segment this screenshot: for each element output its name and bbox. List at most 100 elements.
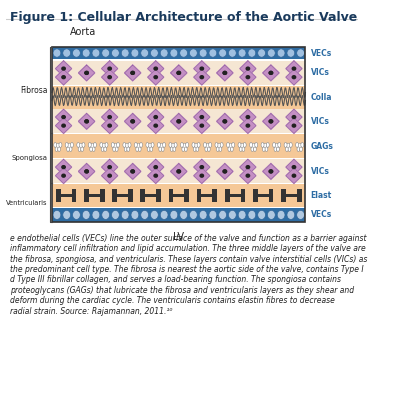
Ellipse shape (53, 49, 61, 57)
Bar (128, 189, 133, 202)
Ellipse shape (226, 142, 230, 147)
Polygon shape (125, 114, 141, 129)
Ellipse shape (277, 49, 285, 57)
Ellipse shape (222, 169, 227, 174)
Ellipse shape (78, 147, 81, 152)
Ellipse shape (254, 147, 256, 152)
Ellipse shape (61, 165, 66, 169)
Ellipse shape (61, 75, 66, 79)
Polygon shape (78, 164, 95, 179)
Bar (284, 194, 299, 197)
Ellipse shape (84, 169, 89, 174)
Ellipse shape (130, 119, 135, 124)
Ellipse shape (131, 210, 139, 220)
Ellipse shape (268, 169, 273, 174)
Polygon shape (102, 159, 118, 175)
Ellipse shape (240, 143, 244, 150)
Ellipse shape (199, 174, 204, 178)
Ellipse shape (230, 147, 233, 152)
Ellipse shape (169, 142, 172, 147)
Ellipse shape (84, 71, 89, 75)
Ellipse shape (146, 142, 149, 147)
Ellipse shape (102, 210, 110, 220)
Ellipse shape (107, 115, 112, 119)
Polygon shape (286, 168, 302, 184)
Ellipse shape (176, 169, 181, 174)
Ellipse shape (287, 49, 295, 57)
Polygon shape (102, 109, 118, 125)
Polygon shape (56, 118, 72, 133)
Ellipse shape (102, 49, 110, 57)
Bar (171, 194, 187, 197)
Ellipse shape (274, 147, 277, 152)
Ellipse shape (240, 147, 242, 152)
Polygon shape (217, 164, 233, 179)
Ellipse shape (301, 142, 304, 147)
Bar (140, 189, 145, 202)
Polygon shape (171, 164, 187, 179)
Ellipse shape (141, 210, 148, 220)
Ellipse shape (186, 142, 188, 147)
Text: LV: LV (173, 232, 184, 242)
Ellipse shape (292, 165, 296, 169)
Text: VICs: VICs (311, 68, 330, 77)
Ellipse shape (286, 147, 288, 152)
Bar (56, 189, 61, 202)
Ellipse shape (70, 142, 74, 147)
Ellipse shape (228, 210, 236, 220)
Ellipse shape (199, 165, 204, 169)
Ellipse shape (104, 147, 106, 152)
Ellipse shape (123, 142, 126, 147)
Text: VICs: VICs (311, 117, 330, 126)
Ellipse shape (107, 75, 112, 79)
Ellipse shape (84, 119, 89, 124)
Ellipse shape (216, 147, 219, 152)
Polygon shape (194, 168, 210, 184)
Polygon shape (263, 114, 279, 129)
Ellipse shape (288, 147, 291, 152)
Ellipse shape (222, 169, 227, 174)
Ellipse shape (199, 115, 204, 119)
Ellipse shape (102, 143, 106, 150)
Ellipse shape (248, 49, 256, 57)
Ellipse shape (190, 210, 197, 220)
Ellipse shape (107, 174, 112, 178)
Ellipse shape (111, 142, 114, 147)
Bar (52, 86, 306, 109)
Ellipse shape (246, 174, 250, 178)
Ellipse shape (296, 142, 298, 147)
Ellipse shape (131, 49, 139, 57)
Ellipse shape (92, 49, 100, 57)
Ellipse shape (248, 210, 256, 220)
Ellipse shape (170, 147, 173, 152)
Polygon shape (56, 70, 72, 85)
Ellipse shape (222, 119, 227, 124)
Ellipse shape (232, 142, 235, 147)
Ellipse shape (59, 142, 62, 147)
Ellipse shape (67, 143, 71, 150)
Polygon shape (125, 114, 141, 129)
Ellipse shape (115, 147, 118, 152)
Ellipse shape (205, 147, 208, 152)
Polygon shape (240, 159, 256, 175)
Ellipse shape (206, 143, 210, 150)
Ellipse shape (266, 142, 269, 147)
Ellipse shape (238, 210, 246, 220)
Bar (58, 194, 74, 197)
Ellipse shape (147, 147, 150, 152)
Ellipse shape (182, 147, 184, 152)
Polygon shape (56, 109, 72, 125)
Polygon shape (194, 61, 210, 76)
Bar (225, 189, 230, 202)
Ellipse shape (268, 71, 273, 75)
Ellipse shape (94, 142, 96, 147)
Ellipse shape (153, 174, 158, 178)
Ellipse shape (88, 142, 91, 147)
Ellipse shape (92, 210, 100, 220)
Ellipse shape (124, 147, 127, 152)
Ellipse shape (160, 210, 168, 220)
Ellipse shape (163, 142, 166, 147)
Ellipse shape (228, 49, 236, 57)
Ellipse shape (56, 143, 60, 150)
Ellipse shape (262, 147, 265, 152)
